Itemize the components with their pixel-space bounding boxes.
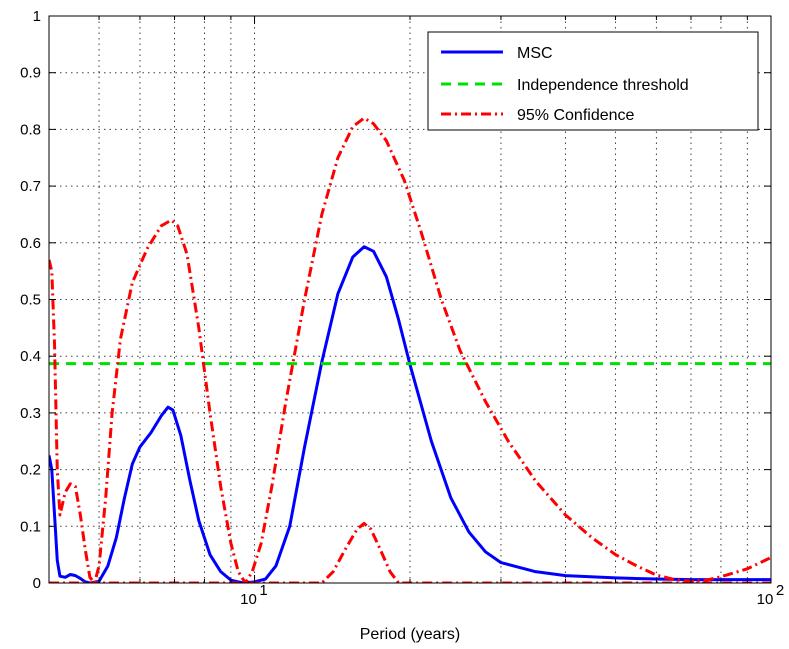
- y-tick-label: 0.8: [20, 121, 41, 138]
- y-tick-label: 0.9: [20, 65, 41, 82]
- legend-label-msc: MSC: [517, 45, 553, 62]
- y-tick-label: 0.2: [20, 462, 41, 479]
- y-tick-label: 0: [33, 575, 41, 592]
- x-tick-exponent: 2: [776, 582, 784, 599]
- y-tick-label: 0.5: [20, 292, 41, 309]
- y-tick-label: 1: [33, 8, 41, 25]
- legend: MSC Independence threshold 95% Confidenc…: [427, 31, 759, 131]
- y-tick-label: 0.7: [20, 178, 41, 195]
- x-tick-exponent: 1: [259, 582, 267, 599]
- series-line-3: [49, 521, 771, 583]
- legend-label-confidence: 95% Confidence: [517, 107, 635, 124]
- x-tick-label: 10: [240, 591, 257, 608]
- series-layer: [49, 116, 771, 583]
- y-tick-label: 0.4: [20, 348, 41, 365]
- series-line-2: [49, 116, 771, 583]
- x-axis-title: Period (years): [360, 626, 460, 643]
- y-tick-label: 0.1: [20, 518, 41, 535]
- y-tick-label: 0.3: [20, 405, 41, 422]
- y-tick-label: 0.6: [20, 235, 41, 252]
- legend-label-threshold: Independence threshold: [517, 77, 689, 94]
- x-tick-label: 10: [757, 591, 774, 608]
